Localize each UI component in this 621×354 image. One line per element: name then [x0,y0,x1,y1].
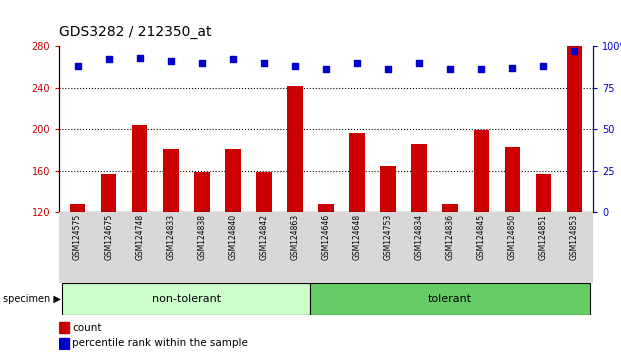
Text: GSM124646: GSM124646 [322,214,330,260]
Text: GSM124648: GSM124648 [353,214,361,260]
Text: GDS3282 / 212350_at: GDS3282 / 212350_at [59,25,212,39]
Text: tolerant: tolerant [428,294,473,304]
Text: GSM124675: GSM124675 [104,214,113,260]
Point [259,60,269,65]
Bar [163,149,179,212]
Text: percentile rank within the sample: percentile rank within the sample [72,338,248,348]
Text: GSM124851: GSM124851 [539,214,548,260]
Text: GSM124834: GSM124834 [415,214,424,260]
Bar [318,204,333,212]
Point [569,48,579,54]
Bar [442,204,458,212]
Text: GSM124753: GSM124753 [384,214,392,260]
Bar [70,204,85,212]
Text: specimen ▶: specimen ▶ [3,294,61,304]
Bar [380,166,396,212]
Point [197,60,207,65]
Bar [535,174,551,212]
Point [414,60,424,65]
Text: GSM124575: GSM124575 [73,214,82,260]
Text: GSM124840: GSM124840 [229,214,237,260]
Bar [310,283,590,315]
Bar [59,338,68,349]
Bar [349,133,365,212]
Text: non-tolerant: non-tolerant [152,294,221,304]
Point [476,67,486,72]
Bar [101,174,116,212]
Point [228,57,238,62]
Bar [411,144,427,212]
Point [104,57,114,62]
Point [166,58,176,64]
Point [135,55,145,61]
Point [383,67,393,72]
Point [73,63,83,69]
Bar [566,46,582,212]
Text: GSM124863: GSM124863 [291,214,299,260]
Point [538,63,548,69]
Bar [194,172,209,212]
Text: GSM124842: GSM124842 [260,214,268,260]
Text: GSM124838: GSM124838 [197,214,206,260]
Bar [256,172,271,212]
Text: count: count [72,322,102,332]
Bar [225,149,240,212]
Bar [473,130,489,212]
Bar [504,147,520,212]
Bar [287,86,302,212]
Text: GSM124850: GSM124850 [508,214,517,260]
Point [321,67,331,72]
Text: GSM124853: GSM124853 [570,214,579,260]
Text: GSM124836: GSM124836 [446,214,455,260]
Point [445,67,455,72]
Bar [59,322,68,333]
Text: GSM124833: GSM124833 [166,214,175,260]
Point [352,60,362,65]
Point [290,63,300,69]
Point [507,65,517,70]
Text: GSM124748: GSM124748 [135,214,144,260]
Bar [132,125,147,212]
Text: GSM124845: GSM124845 [477,214,486,260]
Bar [62,283,310,315]
